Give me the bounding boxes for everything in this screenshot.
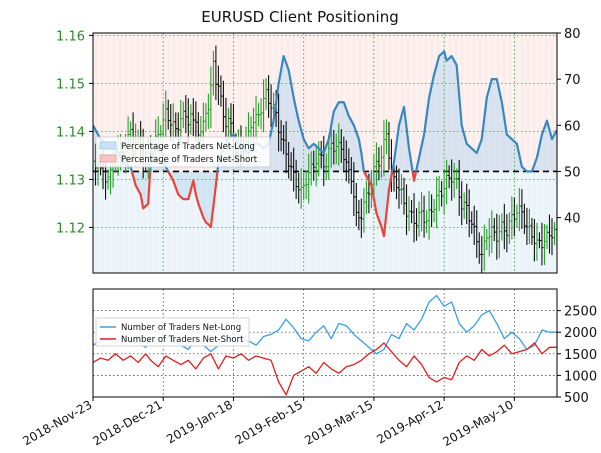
count-tick-label: 2000 bbox=[564, 326, 597, 341]
date-tick-label: 2019-Feb-15 bbox=[233, 397, 306, 447]
count-tick-label: 500 bbox=[564, 391, 589, 406]
count-tick-label: 1500 bbox=[564, 348, 597, 363]
legend-label-net-short: Percentage of Traders Net-Short bbox=[121, 155, 258, 165]
percent-tick-label: 50 bbox=[564, 165, 581, 180]
legend-label-count-short: Number of Traders Net-Short bbox=[121, 335, 244, 345]
net-long-band bbox=[93, 171, 557, 273]
price-tick-label: 1.13 bbox=[56, 173, 85, 188]
count-tick-label: 1000 bbox=[564, 369, 597, 384]
price-tick-label: 1.16 bbox=[56, 29, 85, 44]
legend-label-count-long: Number of Traders Net-Long bbox=[121, 323, 241, 333]
legend-swatch-net-short bbox=[99, 154, 117, 163]
date-tick-label: 2019-May-10 bbox=[440, 397, 515, 449]
top-panel-plot bbox=[93, 33, 557, 273]
net-short-line bbox=[130, 171, 152, 210]
percent-tick-label: 70 bbox=[564, 73, 581, 88]
net-long-line bbox=[414, 50, 557, 173]
count-tick-label: 2500 bbox=[564, 305, 597, 320]
net-long-line bbox=[391, 105, 414, 172]
bottom-panel-frame bbox=[92, 288, 558, 398]
date-tick-label: 2019-Jan-18 bbox=[164, 397, 235, 446]
net-short-line bbox=[362, 170, 394, 238]
legend-swatch-net-long bbox=[99, 141, 117, 150]
price-tick-label: 1.15 bbox=[56, 77, 85, 92]
net-long-area bbox=[93, 51, 557, 237]
top-legend-box bbox=[95, 136, 271, 168]
bottom-legend-box bbox=[95, 317, 250, 347]
bottom-panel-plot bbox=[93, 289, 557, 397]
count-net-short-line bbox=[93, 342, 557, 396]
top-legend: Percentage of Traders Net-Long Percentage… bbox=[95, 136, 271, 168]
chart-title: EURUSD Client Positioning bbox=[201, 8, 399, 26]
top-panel-frame bbox=[92, 32, 558, 274]
date-tick-label: 2018-Dec-21 bbox=[90, 397, 164, 448]
percent-tick-label: 80 bbox=[564, 27, 581, 42]
net-short-line bbox=[411, 171, 418, 182]
percent-tick-label: 60 bbox=[564, 119, 581, 134]
price-tick-label: 1.12 bbox=[56, 221, 85, 236]
bottom-legend: Number of Traders Net-Long Number of Trad… bbox=[95, 317, 250, 347]
price-tick-label: 1.14 bbox=[56, 125, 85, 140]
price-bars bbox=[94, 45, 557, 273]
net-short-line bbox=[167, 170, 219, 228]
date-tick-label: 2019-Mar-15 bbox=[302, 397, 375, 447]
percent-tick-label: 40 bbox=[564, 212, 581, 227]
date-tick-label: 2018-Nov-23 bbox=[20, 397, 94, 448]
legend-label-net-long: Percentage of Traders Net-Long bbox=[121, 142, 255, 152]
date-tick-label: 2019-Apr-12 bbox=[374, 397, 445, 446]
